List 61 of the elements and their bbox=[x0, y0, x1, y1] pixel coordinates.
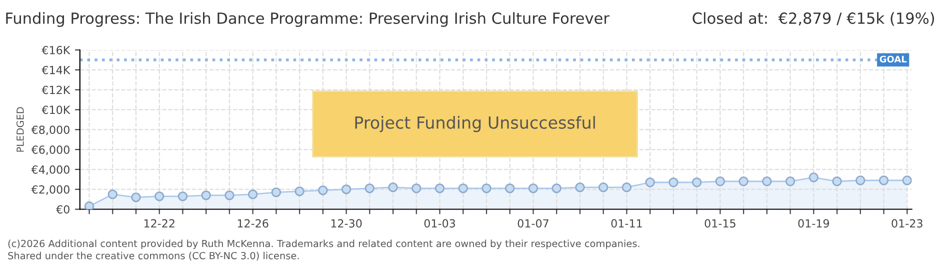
point bbox=[785, 176, 796, 186]
point bbox=[762, 176, 772, 186]
y-tick-label: €6,000 bbox=[31, 145, 70, 156]
point bbox=[598, 182, 608, 192]
x-tick-label: 01-11 bbox=[611, 219, 642, 228]
point bbox=[505, 183, 515, 194]
chart-subtitle: Closed at: €2,879 / €15k (19%) bbox=[692, 12, 934, 26]
point bbox=[458, 183, 468, 194]
point bbox=[878, 176, 889, 186]
point bbox=[808, 172, 819, 182]
x-tick-label: 01-23 bbox=[892, 219, 922, 228]
chart-title: Funding Progress: The Irish Dance Programme: Preserving Irish Culture Forever bbox=[6, 12, 610, 27]
x-tick-label: 12-30 bbox=[331, 219, 362, 228]
x-tick-label: 01-07 bbox=[518, 219, 548, 228]
point bbox=[645, 178, 655, 188]
annotation: Project Funding Unsuccessful bbox=[355, 116, 595, 132]
y-tick-label: €8,000 bbox=[31, 126, 70, 136]
point bbox=[364, 183, 375, 194]
x-tick-label: 01-19 bbox=[798, 219, 830, 228]
y-tick-label: €14K bbox=[42, 66, 70, 74]
y-tick-label: €12K bbox=[42, 86, 70, 94]
point bbox=[294, 186, 304, 196]
x-tick-label: 01-03 bbox=[424, 219, 456, 228]
y-tick-label: €4,000 bbox=[31, 165, 70, 175]
point bbox=[575, 182, 585, 192]
point bbox=[552, 183, 562, 194]
y-tick-label: €16K bbox=[42, 46, 70, 54]
y-tick-label: €0 bbox=[56, 205, 70, 214]
point bbox=[341, 184, 352, 194]
point bbox=[178, 191, 188, 202]
point bbox=[482, 183, 492, 194]
point bbox=[832, 176, 842, 186]
point bbox=[318, 185, 328, 196]
x-tick-label: 12-22 bbox=[144, 219, 174, 228]
point bbox=[856, 176, 866, 186]
point bbox=[271, 187, 282, 198]
point bbox=[692, 178, 702, 188]
y-tick-label: €2,000 bbox=[31, 185, 70, 195]
point bbox=[434, 183, 445, 194]
point bbox=[528, 183, 538, 194]
point bbox=[412, 183, 422, 194]
text: (c)2026 Additional content provided by Ruth McKenna. Trademarks and related content are owned by their respective companies. bbox=[8, 240, 640, 250]
point bbox=[668, 178, 678, 188]
point bbox=[622, 182, 632, 192]
point bbox=[248, 189, 258, 200]
point bbox=[84, 201, 94, 210]
text: Shared under the creative commons (CC BY-NC 3.0) license. bbox=[8, 252, 299, 260]
point bbox=[738, 176, 748, 186]
point bbox=[224, 190, 234, 200]
x-tick-label: 12-26 bbox=[238, 219, 268, 228]
point bbox=[131, 192, 141, 202]
point bbox=[902, 176, 912, 186]
point bbox=[388, 182, 398, 192]
x-tick-label: 01-15 bbox=[704, 219, 736, 228]
point bbox=[108, 189, 118, 200]
y-tick-label: €10K bbox=[42, 106, 70, 114]
point bbox=[154, 191, 164, 202]
point bbox=[715, 176, 726, 186]
ref-line-label: GOAL bbox=[880, 56, 907, 63]
y-axis-title: PLEDGED bbox=[16, 107, 24, 152]
point bbox=[201, 190, 211, 200]
